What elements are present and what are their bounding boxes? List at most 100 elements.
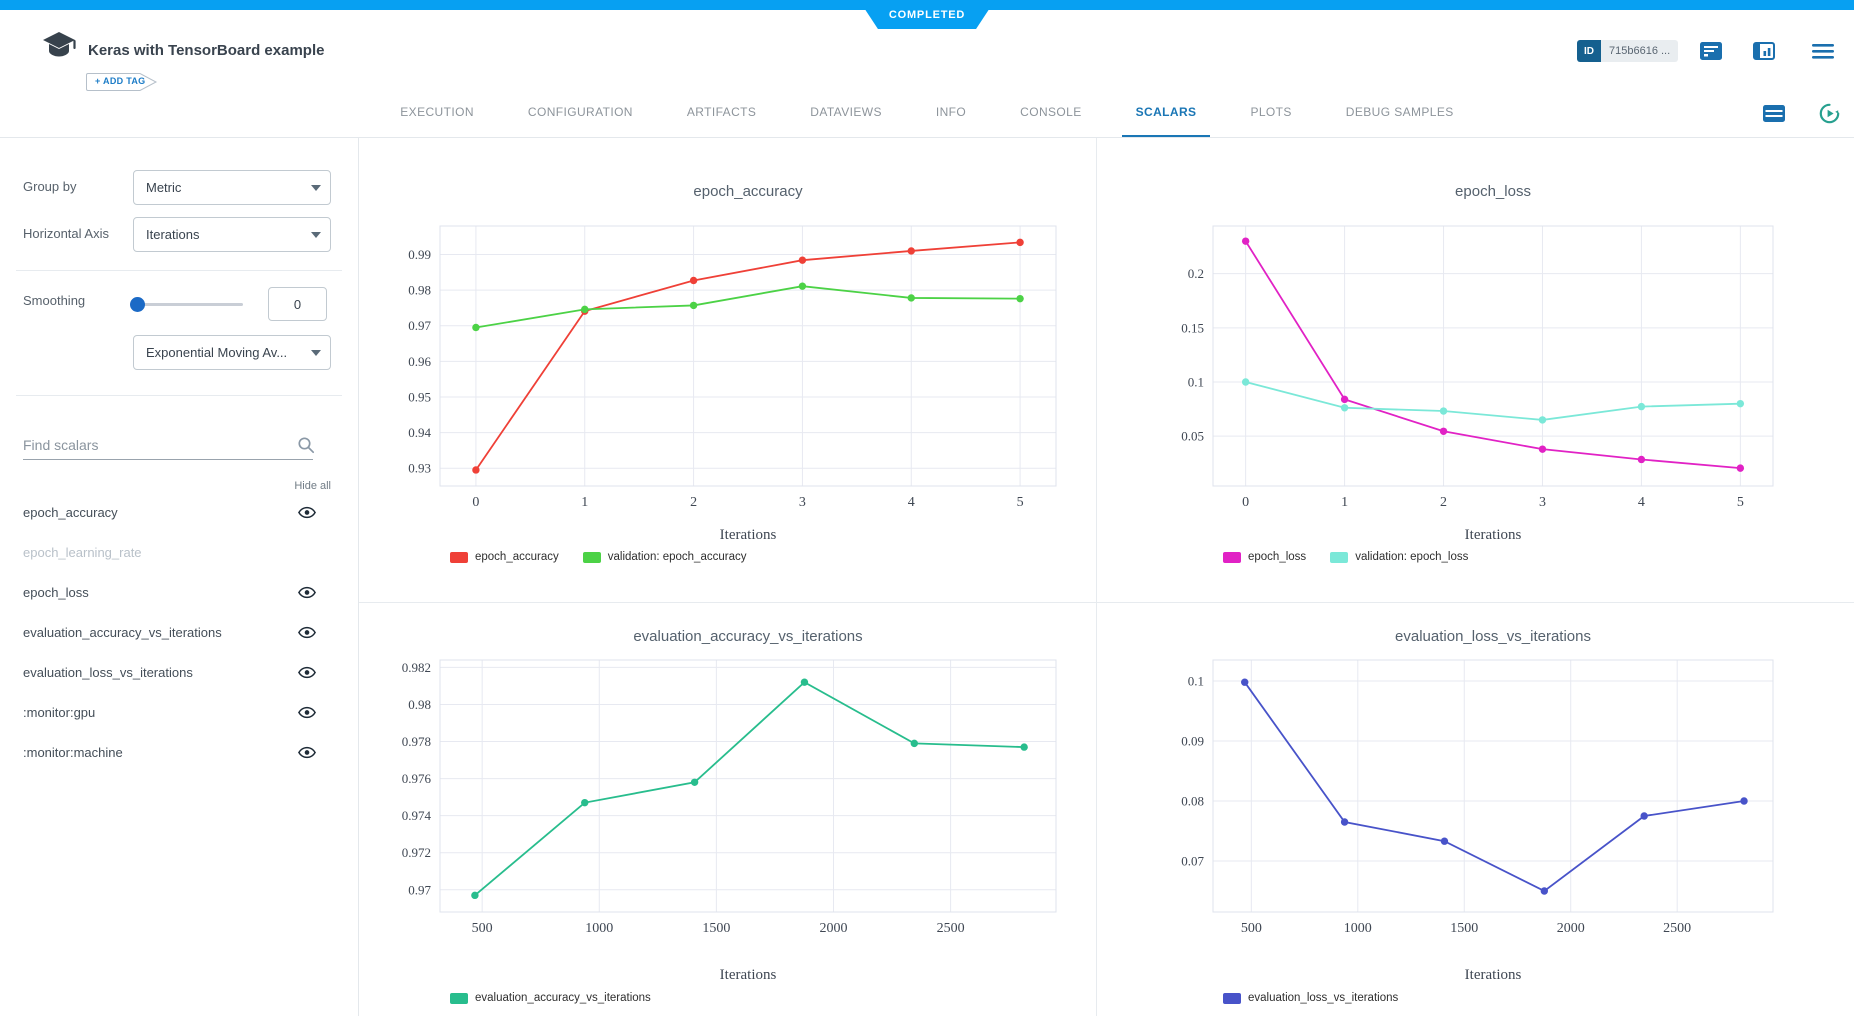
svg-text:2000: 2000 — [1557, 921, 1585, 936]
legend-item-epoch-loss[interactable]: epoch_loss — [1223, 551, 1306, 563]
svg-text:0.93: 0.93 — [408, 461, 431, 476]
legend-label: validation: epoch_loss — [1355, 551, 1469, 563]
metric-row-evaluation-loss-vs-iterations: evaluation_loss_vs_iterations — [0, 652, 358, 692]
tab-execution[interactable]: EXECUTION — [400, 104, 474, 119]
chart-xaxis-label: Iterations — [719, 967, 777, 983]
legend-item-epoch-accuracy[interactable]: epoch_accuracy — [450, 551, 559, 563]
svg-text:0.98: 0.98 — [408, 697, 431, 712]
tab-artifacts[interactable]: ARTIFACTS — [686, 104, 757, 119]
svg-text:1500: 1500 — [1450, 921, 1478, 936]
smoothing-slider-knob[interactable] — [130, 297, 145, 312]
chart-xaxis-label: Iterations — [719, 527, 777, 543]
smoothing-label: Smoothing — [23, 293, 86, 308]
tab-bar: EXECUTION CONFIGURATION ARTIFACTS DATAVIEWS… — [0, 88, 1854, 138]
chart-plot[interactable]: 0 1 2 3 4 5 0.05 0.1 0.15 0.2 — [1097, 138, 1854, 602]
smoothing-type-select[interactable]: Exponential Moving Av... — [133, 335, 331, 370]
svg-text:0.15: 0.15 — [1181, 320, 1204, 335]
metric-name[interactable]: epoch_accuracy — [23, 505, 118, 520]
find-scalars-input[interactable] — [23, 430, 313, 460]
eye-icon[interactable] — [298, 666, 316, 679]
svg-text:0: 0 — [472, 495, 479, 510]
tab-console[interactable]: CONSOLE — [1020, 104, 1082, 119]
metric-name[interactable]: evaluation_accuracy_vs_iterations — [23, 625, 222, 640]
metric-row-monitor-machine: :monitor:machine — [0, 732, 358, 772]
svg-text:3: 3 — [1539, 495, 1546, 510]
metric-list: epoch_accuracy epoch_learning_rate epoch_l… — [0, 492, 358, 772]
svg-text:0.95: 0.95 — [408, 389, 431, 404]
metric-row-epoch-accuracy: epoch_accuracy — [0, 492, 358, 532]
metric-row-evaluation-accuracy-vs-iterations: evaluation_accuracy_vs_iterations — [0, 612, 358, 652]
chart-legend: evaluation_accuracy_vs_iterations — [450, 992, 651, 1004]
chart-plot[interactable]: 0 1 2 3 4 5 0.93 0.94 0.95 0.96 0.97 0.98 0.99 — [359, 138, 1096, 602]
svg-text:0.94: 0.94 — [408, 425, 431, 440]
chart-title: epoch_accuracy — [693, 183, 803, 200]
details-panel-icon[interactable] — [1753, 42, 1775, 60]
group-by-select[interactable]: Metric — [133, 170, 331, 205]
metric-name[interactable]: epoch_learning_rate — [23, 545, 142, 560]
divider — [16, 395, 342, 396]
tab-info[interactable]: INFO — [935, 104, 967, 119]
chevron-down-icon — [311, 232, 321, 238]
legend-label: epoch_loss — [1248, 551, 1307, 563]
metric-name[interactable]: :monitor:machine — [23, 745, 123, 760]
chevron-down-icon — [311, 350, 321, 356]
chart-legend: epoch_accuracy validation: epoch_accuracy — [450, 551, 746, 563]
chart-epoch-loss: epoch_loss 0 1 2 3 4 5 0.05 0.1 0.15 0.2 Iterations… — [1097, 138, 1854, 602]
chart-epoch-accuracy: epoch_accuracy 0 1 2 3 4 5 0.93 0.94 0.95 0.96 0.97… — [359, 138, 1096, 602]
search-icon[interactable] — [297, 436, 315, 454]
chart-plot[interactable]: 500 1000 1500 2000 2500 0.07 0.08 0.09 0.1 — [1097, 603, 1854, 1016]
menu-icon[interactable] — [1812, 44, 1834, 59]
metric-name[interactable]: epoch_loss — [23, 585, 89, 600]
horizontal-axis-value: Iterations — [146, 227, 200, 242]
legend-item-validation-epoch-loss[interactable]: validation: epoch_loss — [1330, 551, 1468, 563]
chart-xaxis-label: Iterations — [1464, 967, 1522, 983]
status-badge: COMPLETED — [858, 0, 996, 29]
svg-text:0.974: 0.974 — [402, 808, 432, 823]
metric-name[interactable]: evaluation_loss_vs_iterations — [23, 665, 193, 680]
tab-scalars[interactable]: SCALARS — [1121, 88, 1211, 137]
add-tag-label: + ADD TAG — [95, 76, 146, 86]
metric-name[interactable]: :monitor:gpu — [23, 705, 96, 720]
eye-icon[interactable] — [298, 586, 316, 599]
svg-text:1: 1 — [581, 495, 588, 510]
eye-icon[interactable] — [298, 706, 316, 719]
console-log-icon[interactable] — [1700, 42, 1722, 60]
smoothing-value-input[interactable] — [268, 287, 327, 321]
experiment-id-chip[interactable]: ID 715b6616 ... — [1577, 40, 1679, 62]
table-view-icon[interactable] — [1763, 104, 1785, 122]
add-tag-button[interactable]: + ADD TAG — [85, 72, 159, 92]
legend-item-evaluation-accuracy-vs-iterations[interactable]: evaluation_accuracy_vs_iterations — [450, 992, 651, 1004]
chart-title: epoch_loss — [1455, 183, 1531, 200]
tab-plots[interactable]: PLOTS — [1250, 104, 1292, 119]
group-by-label: Group by — [23, 179, 77, 194]
auto-refresh-icon[interactable] — [1819, 103, 1840, 124]
tab-configuration[interactable]: CONFIGURATION — [527, 104, 633, 119]
svg-text:0.08: 0.08 — [1181, 794, 1204, 809]
chart-legend: epoch_loss validation: epoch_loss — [1223, 551, 1468, 563]
group-by-value: Metric — [146, 180, 182, 195]
legend-item-evaluation-loss-vs-iterations[interactable]: evaluation_loss_vs_iterations — [1223, 992, 1398, 1004]
eye-icon[interactable] — [298, 626, 316, 639]
horizontal-axis-select[interactable]: Iterations — [133, 217, 331, 252]
eye-icon[interactable] — [298, 506, 316, 519]
hide-all-link[interactable]: Hide all — [294, 480, 331, 492]
divider — [1096, 138, 1097, 1016]
svg-text:1500: 1500 — [702, 921, 730, 936]
divider — [16, 270, 342, 271]
legend-label: epoch_accuracy — [475, 551, 559, 563]
legend-swatch — [1330, 551, 1349, 563]
svg-text:2: 2 — [690, 495, 697, 510]
chart-plot[interactable]: 500 1000 1500 2000 2500 0.97 0.972 0.974 0.976 0.… — [359, 603, 1096, 1016]
divider — [359, 602, 1854, 603]
metric-row-monitor-gpu: :monitor:gpu — [0, 692, 358, 732]
svg-text:3: 3 — [799, 495, 806, 510]
smoothing-slider-track[interactable] — [137, 303, 243, 306]
chart-evaluation-accuracy-vs-iterations: evaluation_accuracy_vs_iterations 500 1000… — [359, 603, 1096, 1016]
eye-icon[interactable] — [298, 746, 316, 759]
legend-swatch — [1223, 992, 1241, 1004]
experiment-type-icon — [43, 32, 76, 57]
tab-debug-samples[interactable]: DEBUG SAMPLES — [1345, 104, 1454, 119]
tab-dataviews[interactable]: DATAVIEWS — [810, 104, 882, 119]
add-tag-outline — [86, 73, 158, 91]
legend-item-validation-epoch-accuracy[interactable]: validation: epoch_accuracy — [582, 551, 746, 563]
